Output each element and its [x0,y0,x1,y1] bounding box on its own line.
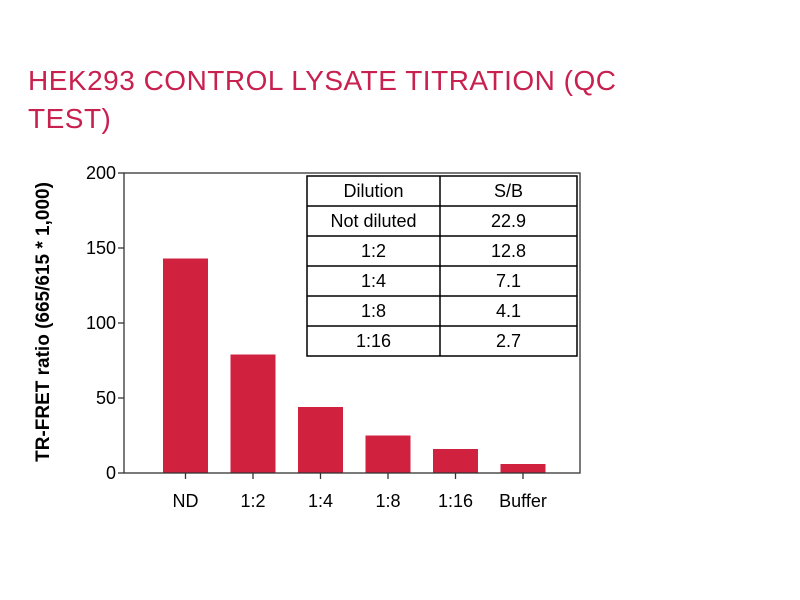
table-cell-sb: 7.1 [496,271,521,291]
chart-title: HEK293 CONTROL LYSATE TITRATION (QC TEST… [28,65,617,134]
bar-nd [163,258,208,473]
y-ticks: 0 50 100 150 200 [86,163,124,483]
table-cell-sb: 2.7 [496,331,521,351]
table-cell-dilution: Not diluted [330,211,416,231]
x-tick-label: 1:2 [240,491,265,511]
bar-1-2 [230,354,276,473]
bar-buffer [500,464,546,473]
table-cell-dilution: 1:2 [361,241,386,261]
bar-1-16 [433,449,478,473]
y-tick-label: 200 [86,163,116,183]
table-cell-dilution: 1:8 [361,301,386,321]
table-cell-sb: 4.1 [496,301,521,321]
table-cell-sb: 12.8 [491,241,526,261]
y-tick-label: 50 [96,388,116,408]
y-tick-label: 150 [86,238,116,258]
table-cell-dilution: 1:4 [361,271,386,291]
sb-table: Dilution S/B Not diluted 22.9 1:2 12.8 1:4 7.1 1… [306,175,578,357]
table-cell-sb: 22.9 [491,211,526,231]
table-header-dilution: Dilution [343,181,403,201]
x-tick-label: Buffer [499,491,547,511]
bar-1-4 [298,407,343,473]
y-axis-label-group: TR-FRET ratio (665/615 * 1,000) [33,182,54,462]
x-tick-label: 1:8 [375,491,400,511]
table-header-sb: S/B [494,181,523,201]
table-cell-dilution: 1:16 [356,331,391,351]
y-tick-label: 100 [86,313,116,333]
x-tick-label: ND [173,491,199,511]
y-tick-label: 0 [106,463,116,483]
y-axis-label: TR-FRET ratio (665/615 * 1,000) [33,182,54,462]
x-tick-label: 1:4 [308,491,333,511]
x-tick-label: 1:16 [438,491,473,511]
bar-1-8 [365,435,411,473]
x-ticks: ND 1:2 1:4 1:8 1:16 Buffer [173,473,547,511]
bars [163,258,546,473]
